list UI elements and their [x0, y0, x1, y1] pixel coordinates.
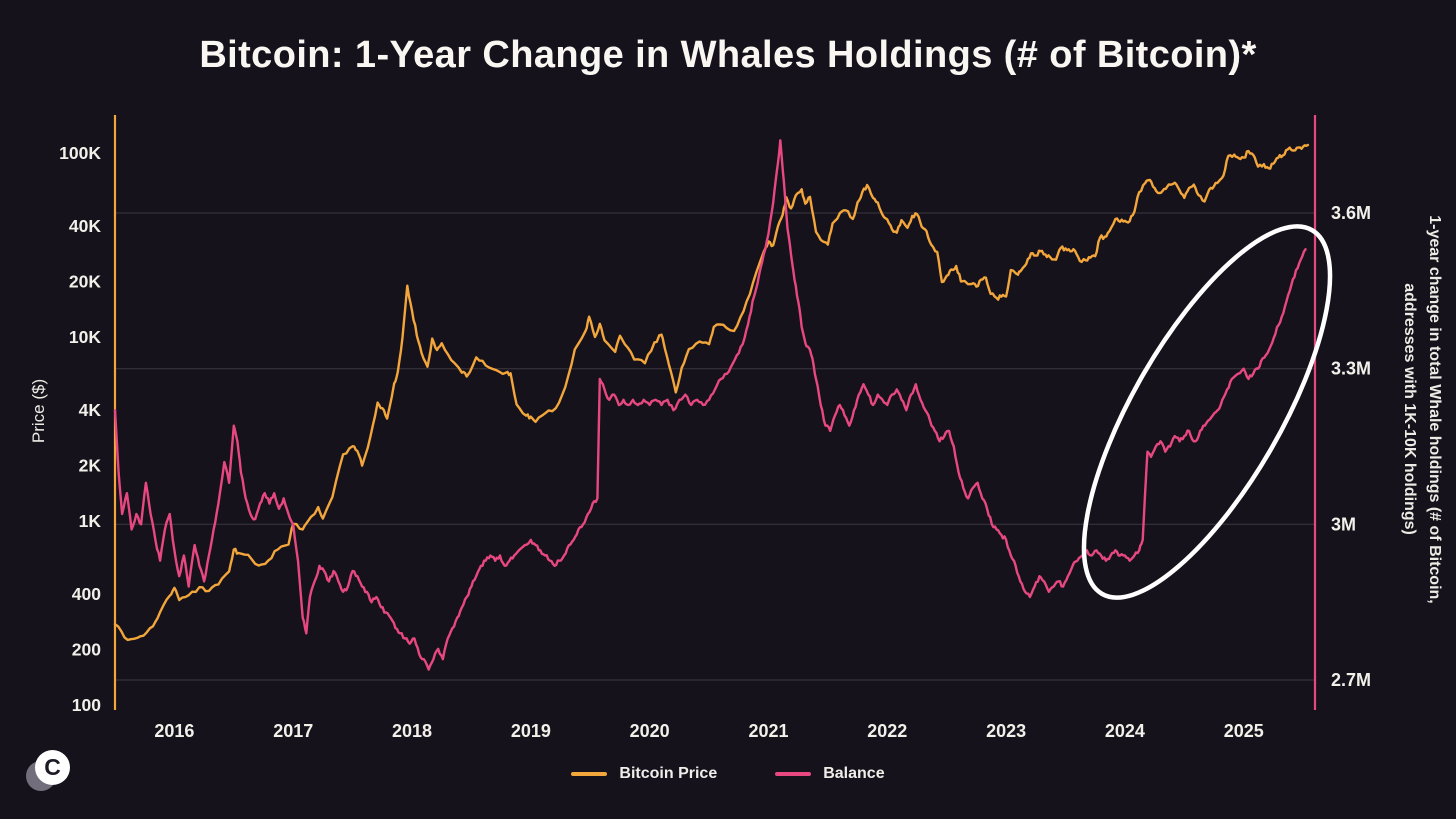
year-tick-label: 2022	[867, 721, 907, 741]
year-tick-label: 2023	[986, 721, 1026, 741]
balance-tick-label: 3M	[1331, 514, 1356, 534]
year-tick-label: 2021	[748, 721, 788, 741]
year-tick-label: 2025	[1224, 721, 1264, 741]
year-tick-label: 2024	[1105, 721, 1145, 741]
price-tick-label: 100K	[59, 143, 101, 163]
legend-item-balance[interactable]: Balance	[775, 765, 885, 783]
price-tick-label: 2K	[79, 456, 102, 476]
legend-label-balance: Balance	[823, 765, 885, 782]
balance-tick-label: 3.6M	[1331, 203, 1371, 223]
year-tick-label: 2016	[154, 721, 194, 741]
balance-line-swatch	[775, 772, 812, 776]
series-lines	[113, 139, 1310, 671]
balance-tick-label: 2.7M	[1331, 670, 1371, 690]
price-tick-label: 100	[72, 695, 101, 715]
price-tick-label: 10K	[69, 327, 101, 347]
chart-title: Bitcoin: 1-Year Change in Whales Holding…	[199, 34, 1257, 76]
tick-labels: 100 200 400 1K 2K 4K 10K 20K 40K 100K 2.7M 3M 3.3M 3.…	[59, 143, 1371, 741]
right-axis-title: 1-year change in total Whale holdings (#…	[1401, 215, 1443, 604]
legend-label-bitcoin-price: Bitcoin Price	[619, 765, 718, 782]
highlight-ellipse-layer	[1081, 224, 1333, 600]
highlight-ellipse	[1081, 224, 1333, 600]
price-tick-label: 1K	[79, 511, 102, 531]
brand-logo: C	[26, 744, 80, 798]
balance-tick-label: 3.3M	[1331, 359, 1371, 379]
series-line-balance	[113, 139, 1307, 671]
bitcoin-price-line-swatch	[571, 772, 608, 776]
price-tick-label: 200	[72, 640, 101, 660]
year-tick-label: 2018	[392, 721, 432, 741]
gridlines	[115, 212, 1315, 681]
price-tick-label: 400	[72, 584, 101, 604]
legend-item-bitcoin-price[interactable]: Bitcoin Price	[571, 765, 717, 783]
year-tick-label: 2019	[511, 721, 551, 741]
price-tick-label: 4K	[79, 400, 102, 420]
price-tick-label: 40K	[69, 216, 101, 236]
price-tick-label: 20K	[69, 272, 101, 292]
series-line-bitcoin-price	[113, 143, 1310, 642]
logo-letter-circle: C	[35, 750, 70, 785]
year-tick-label: 2017	[273, 721, 313, 741]
legend: Bitcoin Price Balance	[0, 765, 1456, 783]
year-tick-label: 2020	[630, 721, 670, 741]
logo-letter: C	[44, 754, 61, 780]
